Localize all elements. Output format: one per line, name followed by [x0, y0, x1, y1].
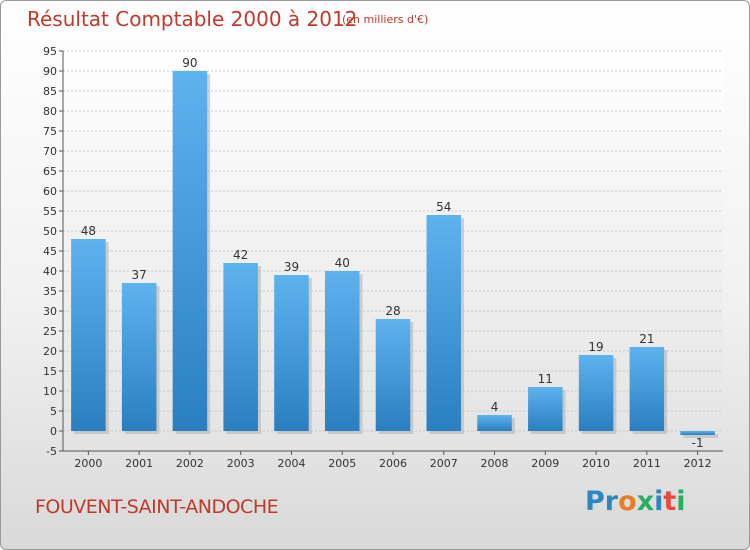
y-tick-label: 90	[43, 65, 57, 78]
bar-2010	[578, 355, 614, 431]
y-tick-label: 65	[43, 165, 57, 178]
proxiti-logo: Proxiti	[585, 486, 686, 517]
chart-subtitle: (en milliers d'€)	[342, 13, 429, 26]
x-tick-label: 2009	[531, 457, 559, 470]
chart-title: Résultat Comptable 2000 à 2012	[27, 7, 358, 31]
y-tick-label: 55	[43, 205, 57, 218]
bar-value-label: 21	[639, 332, 654, 346]
bar-2012	[680, 431, 715, 435]
x-tick-label: 2010	[582, 457, 610, 470]
bar-2005	[324, 271, 360, 431]
y-tick-label: 5	[50, 405, 57, 418]
bar-value-label: 28	[385, 304, 400, 318]
bar-2011	[629, 347, 665, 431]
bar-value-label: 54	[436, 200, 451, 214]
logo-letter: P	[585, 486, 605, 517]
bar-value-label: 42	[233, 248, 248, 262]
x-tick-label: 2008	[481, 457, 509, 470]
y-tick-label: 25	[43, 325, 57, 338]
y-tick-label: 20	[43, 345, 57, 358]
bar-2002	[172, 71, 208, 431]
y-tick-label: 75	[43, 125, 57, 138]
bar-value-label: 19	[588, 340, 603, 354]
bar-shadow	[683, 434, 718, 438]
y-tick-label: 45	[43, 245, 57, 258]
y-tick-label: 70	[43, 145, 57, 158]
x-tick-label: 2011	[633, 457, 661, 470]
y-tick-label: 10	[43, 385, 57, 398]
logo-letter: o	[618, 486, 637, 517]
y-tick-label: 85	[43, 85, 57, 98]
x-tick-label: 2007	[430, 457, 458, 470]
logo-letter: x	[636, 486, 655, 517]
bar-value-label: 11	[538, 372, 553, 386]
y-tick-label: 80	[43, 105, 57, 118]
y-tick-label: 0	[50, 425, 57, 438]
bar-2009	[528, 387, 563, 431]
bar-value-label: 48	[81, 224, 96, 238]
x-tick-label: 2002	[176, 457, 204, 470]
y-tick-label: 60	[43, 185, 57, 198]
bar-2000	[71, 239, 106, 431]
bar-value-label: 40	[335, 256, 350, 270]
logo-letter: r	[604, 486, 619, 517]
commune-name: FOUVENT-SAINT-ANDOCHE	[35, 496, 279, 518]
bar-2003	[223, 263, 258, 431]
y-tick-label: 15	[43, 365, 57, 378]
bar-value-label: 90	[182, 56, 197, 70]
bar-value-label: 4	[491, 400, 499, 414]
x-tick-label: 2012	[684, 457, 712, 470]
x-tick-label: 2003	[227, 457, 255, 470]
logo-letter: i	[654, 486, 664, 517]
bar-2007	[426, 215, 462, 431]
x-tick-label: 2001	[125, 457, 153, 470]
x-tick-label: 2005	[328, 457, 356, 470]
y-tick-label: 35	[43, 285, 57, 298]
y-tick-label: 50	[43, 225, 57, 238]
y-tick-label: 30	[43, 305, 57, 318]
logo-letter: i	[676, 486, 686, 517]
bar-2001	[121, 283, 157, 431]
x-tick-label: 2006	[379, 457, 407, 470]
x-tick-label: 2000	[74, 457, 102, 470]
x-tick-label: 2004	[277, 457, 305, 470]
y-tick-label: 40	[43, 265, 57, 278]
bar-2004	[274, 275, 309, 431]
bar-value-label: -1	[692, 436, 704, 450]
bar-2008	[477, 415, 512, 431]
bar-2006	[375, 319, 411, 431]
y-tick-label: 95	[43, 45, 57, 58]
y-tick-label: -5	[46, 445, 57, 458]
bar-value-label: 39	[284, 260, 299, 274]
bar-value-label: 37	[132, 268, 147, 282]
logo-letter: t	[663, 486, 677, 517]
